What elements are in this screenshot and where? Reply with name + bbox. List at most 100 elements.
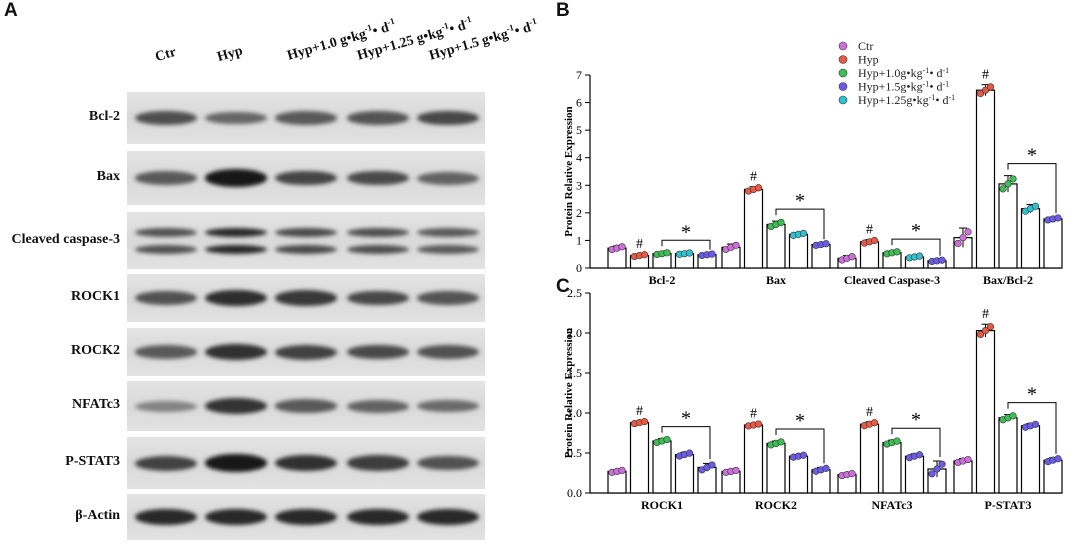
- y-tick-label: 2.5: [567, 286, 582, 300]
- significance-star: *: [681, 408, 691, 430]
- band: [417, 291, 479, 305]
- y-tick-label: 1.5: [567, 366, 582, 380]
- bar: [859, 423, 880, 494]
- band: [275, 399, 337, 413]
- blot-label-6: P-STAT3: [65, 454, 120, 469]
- y-tick-label: 0.5: [567, 446, 582, 460]
- significance-hash: #: [866, 223, 873, 238]
- legend-marker: [838, 68, 848, 78]
- data-point: [933, 465, 941, 473]
- data-point: [893, 248, 901, 256]
- y-axis-label: Protein Relative Expression: [563, 106, 575, 236]
- band: [135, 110, 197, 126]
- legend-label: Hyp: [858, 53, 879, 67]
- data-point: [732, 241, 740, 249]
- significance-bracket: [661, 426, 711, 460]
- bar: [788, 455, 809, 494]
- blot-strip-6: [127, 437, 485, 489]
- band: [347, 228, 409, 238]
- band: [135, 291, 197, 305]
- blot-strip-1: [127, 151, 485, 205]
- data-point: [1054, 455, 1062, 463]
- significance-hash: #: [982, 307, 989, 322]
- data-point: [1009, 175, 1017, 183]
- band: [347, 290, 409, 306]
- bar: [1043, 459, 1063, 494]
- band: [347, 344, 409, 360]
- data-point: [822, 464, 830, 472]
- significance-hash: #: [866, 405, 873, 420]
- bar: [1020, 425, 1041, 494]
- y-tick-label: 5: [576, 123, 582, 137]
- legend-marker: [838, 41, 848, 51]
- data-point: [954, 239, 962, 248]
- y-tick-label: 1.0: [567, 406, 582, 420]
- significance-star: *: [911, 220, 921, 242]
- band: [347, 399, 409, 413]
- legend-marker: [838, 82, 848, 91]
- band: [275, 245, 337, 255]
- band: [205, 289, 267, 307]
- data-point: [959, 234, 967, 242]
- y-axis-label: Protein Relative Expression: [563, 328, 575, 458]
- significance-hash: #: [636, 404, 643, 419]
- band: [417, 508, 479, 526]
- band: [347, 508, 409, 526]
- data-point: [870, 236, 879, 245]
- data-point: [618, 466, 626, 475]
- y-tick-label: 7: [576, 68, 582, 82]
- band: [275, 455, 337, 471]
- blot-label-5: NFATc3: [72, 397, 120, 412]
- panel-c-letter: C: [556, 276, 570, 297]
- data-point: [663, 435, 671, 444]
- data-point: [938, 256, 946, 264]
- legend-marker: [838, 55, 848, 64]
- bar: [998, 417, 1018, 494]
- category-label: Cleaved Caspase-3: [844, 273, 940, 287]
- category-label: NFATc3: [871, 498, 912, 512]
- data-point: [1004, 180, 1012, 188]
- y-tick-label: 2.0: [567, 326, 582, 340]
- band: [417, 345, 479, 359]
- data-point: [964, 455, 972, 464]
- data-point: [976, 89, 985, 98]
- band: [275, 508, 337, 526]
- band: [275, 228, 337, 238]
- blot-label-1: Bax: [96, 169, 120, 184]
- data-point: [822, 240, 830, 248]
- significance-bracket: [891, 238, 941, 256]
- data-point: [708, 250, 716, 258]
- band: [275, 111, 337, 125]
- category-label: Bax: [766, 273, 786, 287]
- band: [347, 455, 409, 471]
- band: [417, 110, 479, 126]
- significance-star: *: [795, 410, 805, 432]
- data-point: [1009, 412, 1017, 420]
- data-point: [640, 251, 649, 259]
- blot-label-7: β-Actin: [75, 508, 120, 523]
- significance-bracket: [775, 428, 825, 464]
- bar: [975, 89, 996, 269]
- blot-label-0: Bcl-2: [88, 109, 120, 124]
- y-tick-label: 1: [576, 233, 582, 247]
- bar: [882, 442, 902, 494]
- band: [135, 171, 197, 185]
- significance-bracket: [1007, 402, 1057, 454]
- category-label: ROCK1: [641, 498, 683, 512]
- data-point: [1031, 202, 1040, 210]
- data-point: [981, 327, 990, 335]
- data-point: [986, 83, 995, 91]
- data-point: [870, 419, 879, 427]
- category-label: Bcl-2: [649, 273, 676, 287]
- bar: [743, 188, 764, 269]
- significance-bracket: [661, 239, 711, 250]
- band: [347, 111, 409, 125]
- blot-strip-7: [127, 494, 485, 540]
- y-tick-label: 6: [576, 96, 582, 110]
- band: [135, 508, 197, 526]
- data-point: [663, 249, 671, 257]
- band: [205, 508, 267, 526]
- blot-label-3: ROCK1: [71, 289, 120, 304]
- significance-hash: #: [750, 170, 757, 185]
